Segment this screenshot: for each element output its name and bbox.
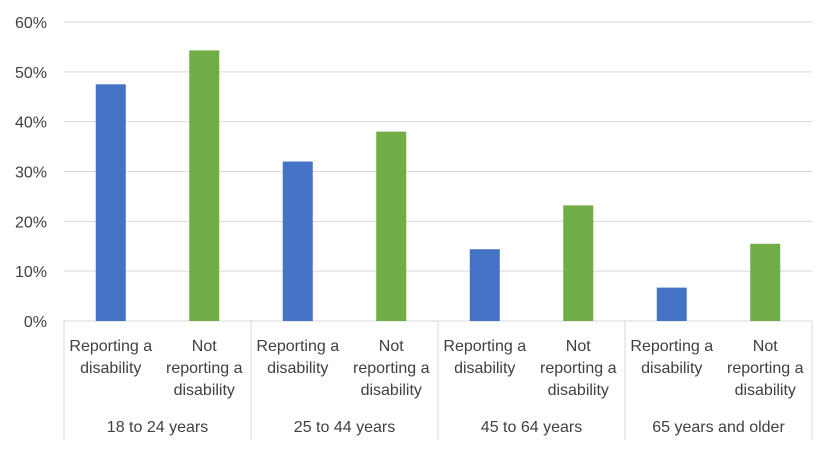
category-label-line: disability bbox=[641, 360, 702, 377]
y-tick-label: 60% bbox=[15, 15, 47, 32]
gridlines bbox=[64, 21, 812, 322]
bars bbox=[95, 50, 781, 322]
category-label-line: Not bbox=[192, 338, 217, 355]
group-label: 45 to 64 years bbox=[481, 419, 582, 436]
category-label-line: Not bbox=[566, 338, 591, 355]
y-tick-label: 50% bbox=[15, 65, 47, 82]
category-label-line: disability bbox=[454, 360, 515, 377]
category-label: Reporting a disability bbox=[443, 338, 526, 377]
category-label: Reporting a disability bbox=[69, 338, 152, 377]
category-label: Not reporting a disability bbox=[166, 338, 243, 399]
y-tick-label: 0% bbox=[24, 314, 47, 331]
category-label-line: Not bbox=[379, 338, 404, 355]
bar-reporting-disability bbox=[469, 249, 500, 321]
category-label-line: Reporting a bbox=[630, 338, 713, 355]
category-label-line: disability bbox=[548, 382, 609, 399]
category-label-line: Reporting a bbox=[256, 338, 339, 355]
category-label-line: disability bbox=[267, 360, 328, 377]
y-tick-label: 30% bbox=[15, 165, 47, 182]
bar-reporting-disability bbox=[656, 287, 687, 321]
category-label-line: Reporting a bbox=[443, 338, 526, 355]
bar-not-reporting-disability bbox=[189, 50, 220, 321]
y-tick-label: 40% bbox=[15, 115, 47, 132]
category-label-line: disability bbox=[735, 382, 796, 399]
bar-not-reporting-disability bbox=[563, 205, 594, 321]
category-label: Not reporting a disability bbox=[727, 338, 804, 399]
group-label: 25 to 44 years bbox=[294, 419, 395, 436]
category-label-line: Not bbox=[753, 338, 778, 355]
category-label-line: reporting a bbox=[540, 360, 617, 377]
category-label-line: reporting a bbox=[353, 360, 430, 377]
bar-reporting-disability bbox=[95, 84, 126, 322]
y-tick-label: 10% bbox=[15, 264, 47, 281]
bar-not-reporting-disability bbox=[750, 243, 781, 321]
category-label: Not reporting a disability bbox=[353, 338, 430, 399]
bar-reporting-disability bbox=[282, 161, 313, 321]
x-axis: Reporting a disability Not reporting a disab… bbox=[63, 321, 813, 440]
category-label: Reporting a disability bbox=[256, 338, 339, 377]
category-label-line: disability bbox=[80, 360, 141, 377]
category-label: Reporting a disability bbox=[630, 338, 713, 377]
category-label-line: reporting a bbox=[166, 360, 243, 377]
category-label-line: Reporting a bbox=[69, 338, 152, 355]
y-tick-label: 20% bbox=[15, 214, 47, 231]
y-axis-tick-labels: 0% 10% 20% 30% 40% 50% 60% bbox=[15, 15, 47, 331]
category-label: Not reporting a disability bbox=[540, 338, 617, 399]
category-label-line: disability bbox=[361, 382, 422, 399]
category-label-line: disability bbox=[174, 382, 235, 399]
bar-not-reporting-disability bbox=[376, 131, 407, 321]
category-label-line: reporting a bbox=[727, 360, 804, 377]
group-label: 65 years and older bbox=[652, 419, 785, 436]
group-label: 18 to 24 years bbox=[107, 419, 208, 436]
